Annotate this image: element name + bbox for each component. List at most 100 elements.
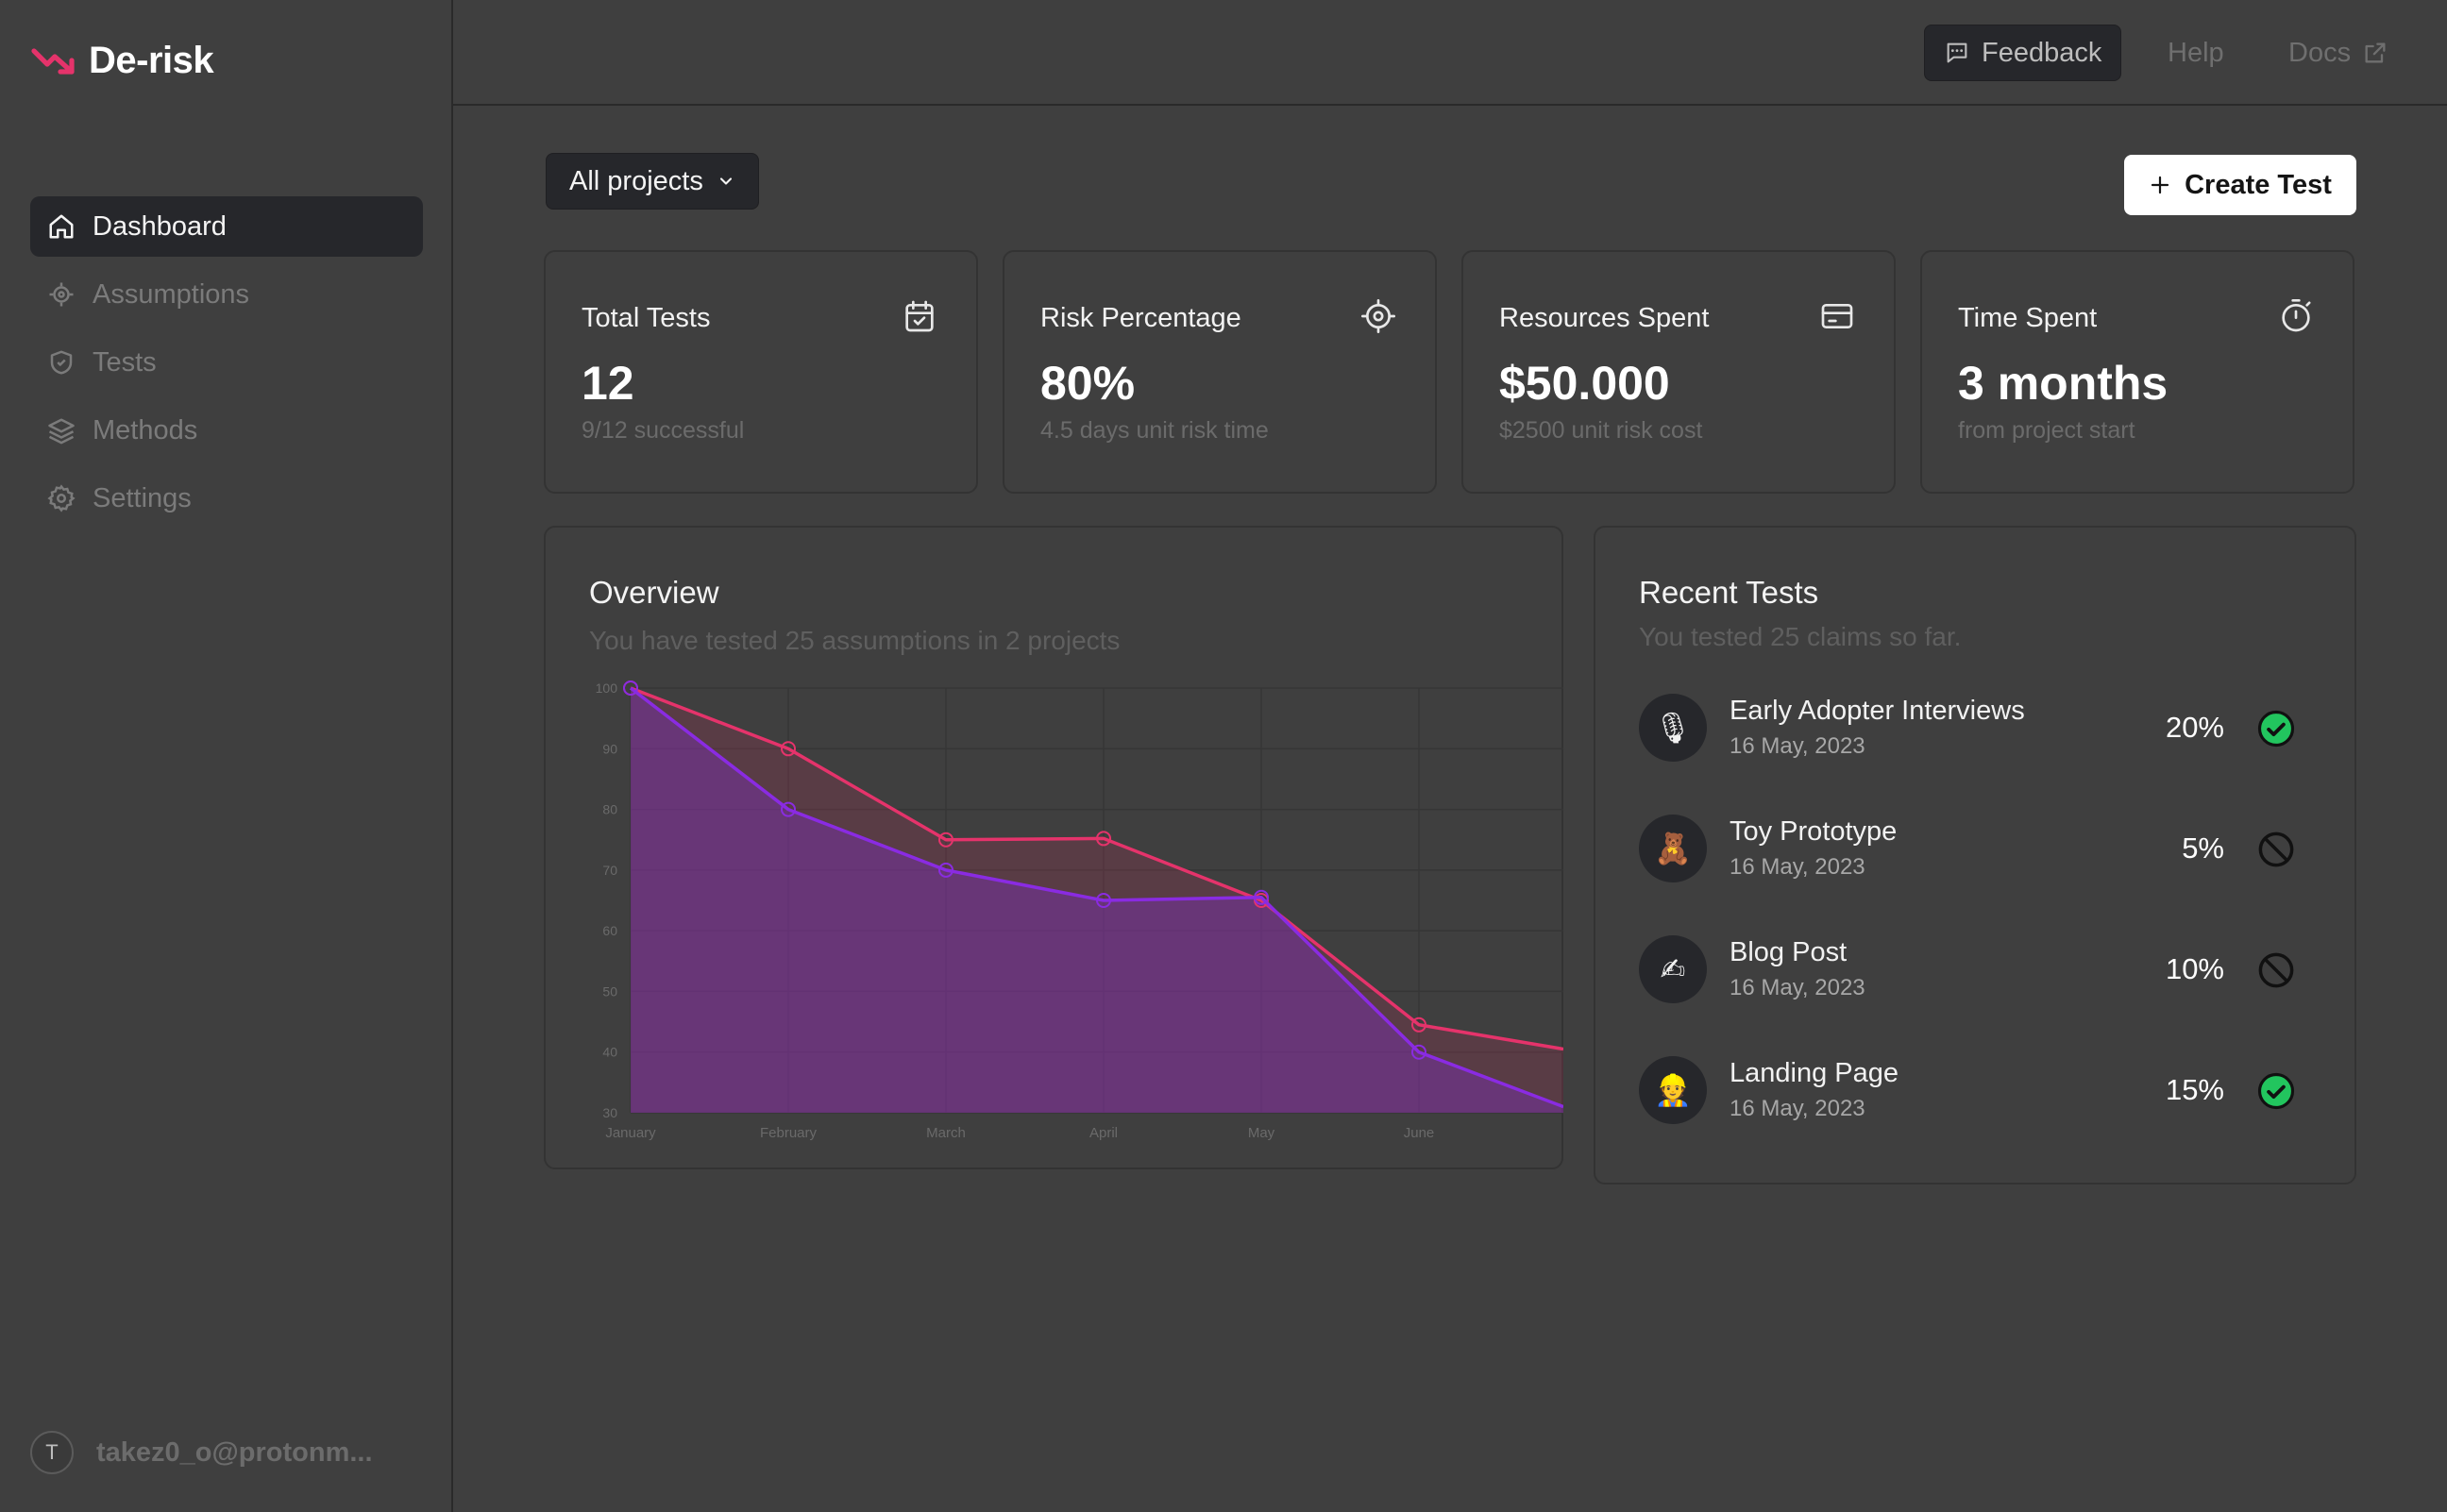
recent-test-row[interactable]: 🧸 Toy Prototype 16 May, 2023 5% xyxy=(1639,815,2319,886)
test-percent: 20% xyxy=(2165,711,2224,744)
crosshair-icon xyxy=(1361,299,1395,333)
test-name: Landing Page xyxy=(1730,1058,1899,1088)
feedback-button[interactable]: Feedback xyxy=(1924,25,2122,81)
sidebar-item-assumptions[interactable]: Assumptions xyxy=(30,264,423,325)
sidebar-item-dashboard[interactable]: Dashboard xyxy=(30,196,423,257)
y-tick-label: 70 xyxy=(602,863,617,878)
test-date: 16 May, 2023 xyxy=(1730,975,1865,1000)
stat-title: Total Tests xyxy=(582,303,711,333)
stat-value: 80% xyxy=(1040,357,1136,410)
home-icon xyxy=(49,214,74,239)
trending-down-icon xyxy=(31,48,75,75)
data-point xyxy=(1411,1044,1426,1060)
stat-value: 3 months xyxy=(1958,357,2169,410)
test-percent: 5% xyxy=(2182,832,2224,865)
x-tick-label: May xyxy=(1248,1125,1275,1141)
credit-card-icon xyxy=(1821,304,1853,328)
success-check-icon xyxy=(2257,1072,2295,1110)
y-tick-label: 50 xyxy=(602,983,617,999)
sidebar-item-label: Settings xyxy=(93,482,192,513)
stat-value: 12 xyxy=(582,357,634,410)
external-link-icon xyxy=(2365,42,2386,63)
sidebar: De-risk Dashboard Assumptions Tests Meth… xyxy=(0,0,453,1512)
data-point xyxy=(1411,1016,1426,1033)
test-avatar: 🧸 xyxy=(1639,815,1707,882)
sidebar-item-tests[interactable]: Tests xyxy=(30,332,423,393)
shield-check-icon xyxy=(50,350,73,375)
test-name: Toy Prototype xyxy=(1730,816,1898,847)
project-selector[interactable]: All projects xyxy=(546,153,759,210)
gear-icon xyxy=(47,484,76,512)
test-avatar: 🎙 xyxy=(1639,694,1707,762)
user-menu[interactable]: T takez0_o@protonm... xyxy=(30,1431,373,1474)
x-tick-label: April xyxy=(1089,1125,1118,1141)
y-tick-label: 60 xyxy=(602,923,617,938)
top-header: Feedback Help Docs xyxy=(453,0,2447,106)
success-check-icon xyxy=(2257,710,2295,748)
app-name: De-risk xyxy=(89,39,214,81)
calendar-check-icon xyxy=(905,300,934,332)
ban-icon xyxy=(2258,832,2294,867)
x-tick-label: February xyxy=(760,1125,818,1141)
docs-link[interactable]: Docs xyxy=(2270,25,2407,81)
y-tick-label: 80 xyxy=(602,802,617,817)
sidebar-item-methods[interactable]: Methods xyxy=(30,400,423,461)
help-label: Help xyxy=(2168,37,2224,68)
help-link[interactable]: Help xyxy=(2149,25,2243,81)
data-point xyxy=(1096,893,1111,908)
stat-card-risk-percentage: Risk Percentage 80% 4.5 days unit risk t… xyxy=(1003,250,1437,494)
stat-title: Resources Spent xyxy=(1499,303,1710,333)
message-icon xyxy=(1947,42,1967,63)
data-point xyxy=(1254,889,1269,905)
create-test-label: Create Test xyxy=(2185,169,2332,200)
test-name: Early Adopter Interviews xyxy=(1730,696,2025,726)
recent-tests-subtitle: You tested 25 claims so far. xyxy=(1639,622,1962,651)
sidebar-item-settings[interactable]: Settings xyxy=(30,468,423,529)
overview-panel: Overview You have tested 25 assumptions … xyxy=(544,526,1563,1169)
test-avatar: 👷 xyxy=(1639,1056,1707,1124)
data-point xyxy=(1096,831,1111,847)
ban-icon xyxy=(2258,952,2294,988)
user-email: takez0_o@protonm... xyxy=(96,1436,373,1468)
avatar: T xyxy=(30,1431,74,1474)
test-avatar: ✍ xyxy=(1639,935,1707,1003)
recent-test-row[interactable]: ✍ Blog Post 16 May, 2023 10% xyxy=(1639,935,2319,1007)
logo[interactable]: De-risk xyxy=(30,38,214,83)
docs-label: Docs xyxy=(2288,37,2352,68)
stat-subtext: 9/12 successful xyxy=(582,417,745,444)
sidebar-item-label: Tests xyxy=(93,346,157,378)
stat-card-time-spent: Time Spent 3 months from project start xyxy=(1920,250,2354,494)
plus-icon xyxy=(2151,176,2169,194)
recent-test-row[interactable]: 🎙 Early Adopter Interviews 16 May, 2023 … xyxy=(1639,694,2319,765)
overview-chart[interactable]: 100 90 80 70 60 50 40 30 January February March Apr… xyxy=(546,528,1563,1169)
project-selector-label: All projects xyxy=(569,165,703,196)
test-percent: 15% xyxy=(2165,1073,2224,1106)
test-percent: 10% xyxy=(2165,952,2224,985)
sidebar-nav: Dashboard Assumptions Tests Methods Sett… xyxy=(30,196,423,536)
sidebar-item-label: Dashboard xyxy=(93,210,227,242)
x-tick-label: March xyxy=(926,1125,966,1141)
stat-card-resources-spent: Resources Spent $50.000 $2500 unit risk … xyxy=(1461,250,1896,494)
recent-tests-title: Recent Tests xyxy=(1639,575,1819,610)
test-name: Blog Post xyxy=(1730,937,1848,967)
x-tick-label: January xyxy=(605,1125,656,1141)
data-point xyxy=(781,741,796,757)
overview-title: Overview xyxy=(589,575,719,610)
stat-title: Risk Percentage xyxy=(1040,303,1241,333)
test-date: 16 May, 2023 xyxy=(1730,733,1865,759)
stat-subtext: $2500 unit risk cost xyxy=(1499,417,1703,444)
data-point xyxy=(938,832,953,848)
layers-icon xyxy=(48,418,75,445)
stat-subtext: 4.5 days unit risk time xyxy=(1040,417,1269,444)
y-tick-label: 90 xyxy=(602,741,617,756)
series-line xyxy=(629,686,1563,1109)
test-date: 16 May, 2023 xyxy=(1730,1096,1865,1121)
chevron-down-icon xyxy=(719,177,732,185)
target-icon xyxy=(49,282,74,307)
data-point xyxy=(623,680,638,696)
stat-title: Time Spent xyxy=(1958,303,2098,333)
feedback-label: Feedback xyxy=(1982,37,2102,68)
create-test-button[interactable]: Create Test xyxy=(2124,155,2356,215)
sidebar-item-label: Methods xyxy=(93,414,198,445)
recent-test-row[interactable]: 👷 Landing Page 16 May, 2023 15% xyxy=(1639,1056,2319,1128)
